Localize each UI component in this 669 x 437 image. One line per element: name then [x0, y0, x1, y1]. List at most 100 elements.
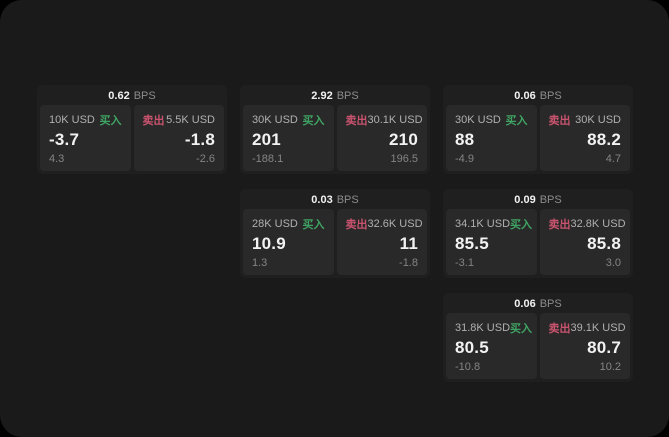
- buy-panel-top: 30K USD 买入: [455, 112, 528, 128]
- sell-panel-top: 卖出 5.5K USD: [143, 112, 216, 128]
- bps-value: 2.92: [311, 90, 333, 102]
- bps-unit-label: BPS: [336, 90, 359, 102]
- buy-change: 4.3: [49, 152, 65, 165]
- buy-sell-panels: 28K USD 买入 10.9 1.3 卖出 32.6K USD 11 -1.8: [243, 209, 427, 275]
- sell-panel[interactable]: 卖出 32.8K USD 85.8 3.0: [539, 209, 630, 275]
- sell-change: -2.6: [196, 152, 215, 165]
- buy-side-label: 买入: [302, 219, 325, 231]
- quote-card: 0.62 BPS 10K USD 买入 -3.7 4.3 卖出 5.5K USD: [37, 85, 227, 174]
- sell-panel-top: 卖出 39.1K USD: [548, 320, 626, 336]
- buy-sell-panels: 10K USD 买入 -3.7 4.3 卖出 5.5K USD -1.8 -2.…: [40, 105, 224, 171]
- buy-panel-top: 31.8K USD 买入: [455, 320, 532, 336]
- sell-panel-top: 卖出 32.8K USD: [548, 216, 626, 232]
- bps-header: 0.06 BPS: [446, 88, 630, 105]
- buy-panel[interactable]: 28K USD 买入 10.9 1.3: [243, 209, 334, 275]
- sell-panel[interactable]: 卖出 30.1K USD 210 196.5: [336, 105, 427, 171]
- sell-change: 4.7: [605, 152, 621, 165]
- sell-amount: 39.1K USD: [570, 322, 626, 334]
- quote-card: 0.09 BPS 34.1K USD 买入 85.5 -3.1 卖出 32.8K…: [443, 189, 633, 278]
- bps-value: 0.09: [514, 194, 536, 206]
- sell-panel[interactable]: 卖出 30K USD 88.2 4.7: [539, 105, 630, 171]
- bps-unit-label: BPS: [336, 194, 359, 206]
- buy-side-label: 买入: [302, 115, 325, 127]
- sell-change: 196.5: [390, 152, 418, 165]
- sell-panel[interactable]: 卖出 39.1K USD 80.7 10.2: [539, 313, 630, 379]
- buy-side-label: 买入: [510, 323, 533, 335]
- buy-panel-top: 28K USD 买入: [252, 216, 325, 232]
- sell-amount: 5.5K USD: [166, 114, 215, 126]
- sell-price: -1.8: [184, 130, 215, 150]
- buy-panel-top: 34.1K USD 买入: [455, 216, 532, 232]
- buy-side-label: 买入: [99, 115, 122, 127]
- buy-sell-panels: 30K USD 买入 88 -4.9 卖出 30K USD 88.2 4.7: [446, 105, 630, 171]
- bps-unit-label: BPS: [539, 194, 562, 206]
- quote-card: 0.06 BPS 31.8K USD 买入 80.5 -10.8 卖出 39.1…: [443, 293, 633, 382]
- bps-header: 0.06 BPS: [446, 296, 630, 313]
- bps-unit-label: BPS: [539, 90, 562, 102]
- sell-price: 80.7: [587, 338, 621, 358]
- buy-amount: 31.8K USD: [455, 322, 511, 334]
- buy-side-label: 买入: [505, 115, 528, 127]
- buy-panel-top: 30K USD 买入: [252, 112, 325, 128]
- sell-side-label: 卖出: [345, 219, 368, 231]
- bps-value: 0.03: [311, 194, 333, 206]
- buy-amount: 10K USD: [49, 114, 95, 126]
- sell-panel[interactable]: 卖出 32.6K USD 11 -1.8: [336, 209, 427, 275]
- buy-amount: 28K USD: [252, 218, 298, 230]
- buy-price: -3.7: [49, 130, 80, 150]
- bps-value: 0.62: [108, 90, 130, 102]
- sell-side-label: 卖出: [142, 115, 165, 127]
- sell-change: 3.0: [605, 256, 621, 269]
- sell-price: 88.2: [587, 130, 621, 150]
- buy-price: 201: [252, 130, 281, 150]
- sell-amount: 30.1K USD: [367, 114, 423, 126]
- sell-panel-top: 卖出 30K USD: [549, 112, 622, 128]
- buy-change: -10.8: [455, 360, 481, 373]
- bps-unit-label: BPS: [539, 298, 562, 310]
- quote-card: 2.92 BPS 30K USD 买入 201 -188.1 卖出 30.1K …: [240, 85, 430, 174]
- buy-panel[interactable]: 31.8K USD 买入 80.5 -10.8: [446, 313, 537, 379]
- buy-side-label: 买入: [510, 219, 533, 231]
- buy-change: -3.1: [455, 256, 474, 269]
- buy-amount: 30K USD: [455, 114, 501, 126]
- buy-change: -4.9: [455, 152, 474, 165]
- sell-panel-top: 卖出 32.6K USD: [345, 216, 423, 232]
- buy-price: 10.9: [252, 234, 286, 254]
- quote-grid: 0.62 BPS 10K USD 买入 -3.7 4.3 卖出 5.5K USD: [37, 85, 633, 382]
- buy-panel-top: 10K USD 买入: [49, 112, 122, 128]
- buy-price: 85.5: [455, 234, 489, 254]
- sell-price: 11: [399, 234, 418, 254]
- buy-panel[interactable]: 30K USD 买入 201 -188.1: [243, 105, 334, 171]
- buy-change: -188.1: [252, 152, 284, 165]
- sell-amount: 30K USD: [575, 114, 621, 126]
- buy-sell-panels: 31.8K USD 买入 80.5 -10.8 卖出 39.1K USD 80.…: [446, 313, 630, 379]
- sell-amount: 32.6K USD: [367, 218, 423, 230]
- sell-price: 210: [389, 130, 418, 150]
- sell-price: 85.8: [587, 234, 621, 254]
- quote-card: 0.06 BPS 30K USD 买入 88 -4.9 卖出 30K USD: [443, 85, 633, 174]
- bps-header: 0.62 BPS: [40, 88, 224, 105]
- buy-price: 88: [455, 130, 475, 150]
- bps-value: 0.06: [514, 298, 536, 310]
- bps-header: 2.92 BPS: [243, 88, 427, 105]
- buy-change: 1.3: [252, 256, 268, 269]
- buy-amount: 34.1K USD: [455, 218, 511, 230]
- bps-header: 0.09 BPS: [446, 192, 630, 209]
- sell-change: -1.8: [399, 256, 418, 269]
- buy-amount: 30K USD: [252, 114, 298, 126]
- sell-side-label: 卖出: [548, 219, 571, 231]
- buy-sell-panels: 34.1K USD 买入 85.5 -3.1 卖出 32.8K USD 85.8…: [446, 209, 630, 275]
- buy-panel[interactable]: 34.1K USD 买入 85.5 -3.1: [446, 209, 537, 275]
- quote-card: 0.03 BPS 28K USD 买入 10.9 1.3 卖出 32.6K US…: [240, 189, 430, 278]
- sell-amount: 32.8K USD: [570, 218, 626, 230]
- buy-sell-panels: 30K USD 买入 201 -188.1 卖出 30.1K USD 210 1…: [243, 105, 427, 171]
- bps-value: 0.06: [514, 90, 536, 102]
- buy-panel[interactable]: 10K USD 买入 -3.7 4.3: [40, 105, 131, 171]
- sell-change: 10.2: [599, 360, 621, 373]
- buy-panel[interactable]: 30K USD 买入 88 -4.9: [446, 105, 537, 171]
- sell-panel[interactable]: 卖出 5.5K USD -1.8 -2.6: [133, 105, 224, 171]
- buy-price: 80.5: [455, 338, 489, 358]
- sell-side-label: 卖出: [548, 115, 571, 127]
- sell-side-label: 卖出: [548, 323, 571, 335]
